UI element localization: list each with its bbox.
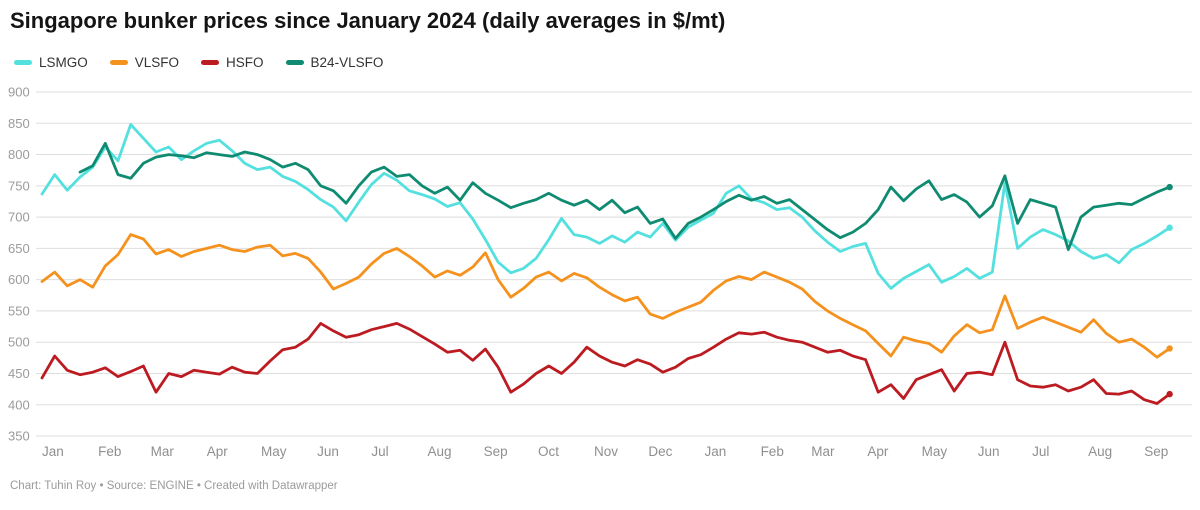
legend-label: VLSFO xyxy=(134,55,180,70)
x-axis-tick-label: Feb xyxy=(98,444,121,459)
y-axis-tick-label: 450 xyxy=(8,366,30,381)
x-axis-tick-label: Aug xyxy=(428,444,452,459)
x-axis-tick-label: May xyxy=(922,444,948,459)
x-axis-tick-label: Jan xyxy=(42,444,64,459)
x-axis-tick-label: Jan xyxy=(704,444,726,459)
legend-label: LSMGO xyxy=(39,55,88,70)
series-line-lsmgo[interactable] xyxy=(40,123,1171,290)
series-end-dot-vlsfo xyxy=(1166,345,1173,352)
legend-label: B24-VLSFO xyxy=(310,55,384,70)
y-axis-tick-label: 850 xyxy=(8,116,30,131)
chart-footer: Chart: Tuhin Roy • Source: ENGINE • Crea… xyxy=(10,480,338,492)
y-axis-tick-label: 600 xyxy=(8,272,30,287)
legend-swatch-icon xyxy=(14,60,32,65)
legend-swatch-icon xyxy=(109,60,128,65)
x-axis-tick-label: Jun xyxy=(978,444,1000,459)
legend-item-hsfo: HSFO xyxy=(201,55,264,70)
y-axis-tick-label: 400 xyxy=(8,397,30,412)
legend-swatch-icon xyxy=(285,60,304,65)
series-end-dot-lsmgo xyxy=(1166,224,1173,231)
x-axis-tick-label: Feb xyxy=(761,444,784,459)
y-axis-tick-label: 550 xyxy=(8,303,30,318)
legend: LSMGO VLSFO HSFO B24-VLSFO xyxy=(14,55,383,70)
x-axis-tick-label: Sep xyxy=(1144,444,1168,459)
x-axis-tick-label: Jul xyxy=(371,444,388,459)
series-line-vlsfo[interactable] xyxy=(40,233,1171,359)
y-axis-tick-label: 350 xyxy=(8,429,30,444)
legend-item-vlsfo: VLSFO xyxy=(109,55,180,70)
legend-item-lsmgo: LSMGO xyxy=(14,55,88,70)
x-axis-tick-label: Apr xyxy=(867,444,889,459)
x-axis-tick-label: May xyxy=(261,444,287,459)
x-axis-tick-label: Jul xyxy=(1032,444,1049,459)
y-axis-tick-label: 800 xyxy=(8,147,30,162)
x-axis-tick-label: Jun xyxy=(317,444,339,459)
x-axis-tick-label: Mar xyxy=(811,444,835,459)
series-line-hsfo[interactable] xyxy=(40,321,1171,405)
series-line-b24-vlsfo[interactable] xyxy=(78,141,1171,252)
x-axis-tick-label: Nov xyxy=(594,444,618,459)
series-end-dot-hsfo xyxy=(1166,390,1173,398)
x-axis-tick-label: Dec xyxy=(648,444,672,459)
y-axis-tick-label: 750 xyxy=(8,178,30,193)
legend-label: HSFO xyxy=(226,55,264,70)
y-axis-tick-label: 650 xyxy=(8,241,30,256)
y-axis-tick-label: 500 xyxy=(8,335,30,350)
x-axis-tick-label: Sep xyxy=(484,444,508,459)
series-end-dot-b24-vlsfo xyxy=(1166,183,1173,191)
y-axis-tick-label: 700 xyxy=(8,210,30,225)
legend-swatch-icon xyxy=(201,60,220,65)
x-axis-tick-label: Aug xyxy=(1088,444,1112,459)
x-axis-tick-label: Oct xyxy=(538,444,559,459)
x-axis-tick-label: Apr xyxy=(207,444,229,459)
y-axis-tick-label: 900 xyxy=(8,85,30,100)
chart-title: Singapore bunker prices since January 20… xyxy=(10,8,726,33)
legend-item-b24-vlsfo: B24-VLSFO xyxy=(285,55,384,70)
x-axis-tick-label: Mar xyxy=(151,444,175,459)
